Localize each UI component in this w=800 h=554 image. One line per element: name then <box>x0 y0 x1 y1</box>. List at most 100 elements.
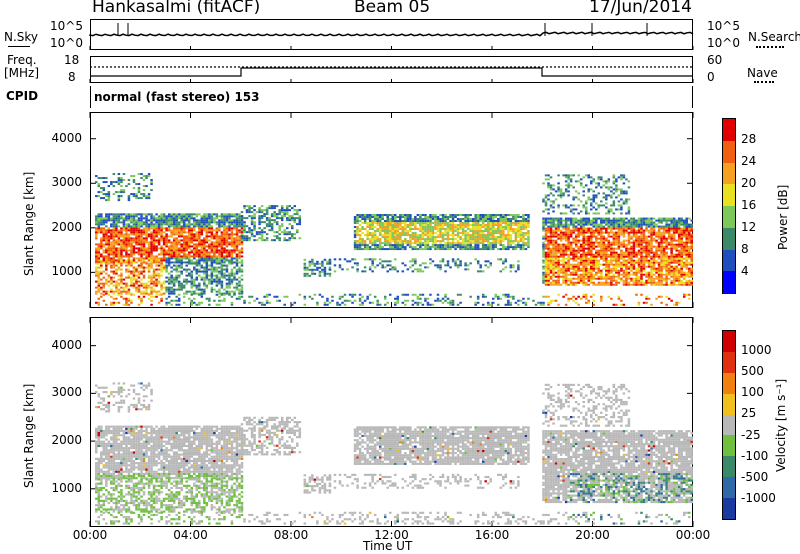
power-cell <box>557 235 560 238</box>
power-cell <box>572 281 575 284</box>
power-cell <box>198 239 201 242</box>
power-cell <box>193 239 196 242</box>
power-cell <box>454 260 457 263</box>
power-cell <box>240 292 244 295</box>
power-cell <box>356 222 359 225</box>
power-cell <box>612 273 616 276</box>
power-cell <box>645 217 648 220</box>
power-cell <box>595 255 598 258</box>
power-cell <box>205 241 209 244</box>
power-cell <box>449 266 452 269</box>
power-cell <box>502 260 505 263</box>
power-cell <box>456 214 460 217</box>
power-cell <box>170 274 173 277</box>
power-cell <box>177 261 181 264</box>
power-cell <box>130 292 133 295</box>
power-cell <box>137 197 141 200</box>
power-cell <box>632 247 636 250</box>
power-cell <box>358 242 362 245</box>
power-cell <box>451 220 455 223</box>
power-cell <box>135 290 138 293</box>
power-cell <box>411 218 415 221</box>
power-cell <box>280 223 284 226</box>
power-cell <box>150 262 153 265</box>
power-cell <box>210 225 214 228</box>
power-cell <box>600 249 603 252</box>
power-cell <box>132 268 136 271</box>
power-cell <box>175 257 178 260</box>
power-cell <box>602 255 606 258</box>
power-cell <box>200 227 204 230</box>
power-cell <box>235 237 239 240</box>
power-cell <box>97 229 101 232</box>
power-cell <box>260 229 264 232</box>
power-cell <box>507 234 510 237</box>
colorbar-tick-label: 100 <box>741 385 764 400</box>
power-cell <box>652 253 656 256</box>
power-cell <box>542 223 545 226</box>
power-cell <box>665 265 668 268</box>
power-cell <box>605 245 608 248</box>
power-cell <box>589 261 593 264</box>
power-cell <box>213 261 216 264</box>
power-cell <box>223 221 226 224</box>
power-cell <box>552 267 555 270</box>
power-cell <box>564 279 568 282</box>
power-cell <box>208 257 211 260</box>
power-cell <box>105 177 108 180</box>
power-cell <box>210 264 214 267</box>
power-cell <box>615 279 618 282</box>
power-cell <box>122 179 126 182</box>
power-cell <box>582 227 585 230</box>
power-cell <box>125 219 128 222</box>
power-cell <box>574 241 578 244</box>
power-cell <box>120 189 123 192</box>
power-cell <box>356 226 359 229</box>
power-cell <box>574 281 578 284</box>
power-cell <box>135 183 138 186</box>
power-cell <box>527 238 530 241</box>
power-cell <box>486 224 490 227</box>
power-cell <box>223 249 226 252</box>
power-cell <box>278 227 281 230</box>
power-cell <box>421 214 425 217</box>
power-cell <box>125 233 128 236</box>
power-cell <box>592 283 596 286</box>
power-cell <box>303 268 307 271</box>
power-cell <box>509 236 513 239</box>
power-cell <box>235 229 239 232</box>
power-cell <box>559 221 563 224</box>
power-cell <box>507 232 510 235</box>
power-cell <box>574 271 578 274</box>
power-cell <box>162 268 166 271</box>
power-cell <box>172 213 176 216</box>
power-cell <box>137 191 141 194</box>
power-cell <box>600 263 603 266</box>
power-cell <box>572 227 575 230</box>
power-cell <box>572 251 575 254</box>
power-cell <box>414 228 417 231</box>
power-cell <box>167 272 171 275</box>
power-cell <box>507 242 510 245</box>
power-cell <box>198 288 201 291</box>
power-cell <box>399 222 402 225</box>
power-cell <box>388 238 392 241</box>
power-cell <box>120 262 123 265</box>
power-cell <box>223 219 226 222</box>
power-cell <box>396 246 400 249</box>
power-cell <box>642 255 646 258</box>
power-cell <box>424 220 427 223</box>
power-cell <box>552 221 555 224</box>
power-cell <box>95 181 98 184</box>
power-cell <box>225 233 229 236</box>
power-cell <box>137 173 141 176</box>
power-cell <box>600 273 603 276</box>
power-cell <box>215 282 219 285</box>
power-cell <box>187 237 191 240</box>
power-cell <box>627 267 631 270</box>
power-cell <box>481 242 485 245</box>
power-cell <box>642 263 646 266</box>
power-cell <box>617 255 621 258</box>
power-cell <box>198 262 201 265</box>
power-cell <box>182 280 186 283</box>
